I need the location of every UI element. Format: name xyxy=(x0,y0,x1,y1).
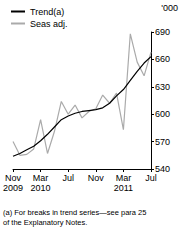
svg-text:Nov: Nov xyxy=(88,173,105,183)
svg-text:2011: 2011 xyxy=(114,183,133,193)
svg-text:2010: 2010 xyxy=(31,183,51,193)
svg-text:(a) For breaks in trend series: (a) For breaks in trend series—see para … xyxy=(3,208,146,217)
svg-text:660: 660 xyxy=(155,54,170,64)
svg-text:Trend(a): Trend(a) xyxy=(30,7,64,17)
svg-text:2009: 2009 xyxy=(3,183,23,193)
svg-text:of the Explanatory Notes.: of the Explanatory Notes. xyxy=(3,218,87,227)
svg-text:600: 600 xyxy=(155,109,170,119)
svg-text:Mar: Mar xyxy=(116,173,132,183)
svg-text:Mar: Mar xyxy=(33,173,49,183)
svg-text:Seas adj.: Seas adj. xyxy=(30,19,68,29)
svg-text:'000: '000 xyxy=(161,3,178,13)
svg-text:630: 630 xyxy=(155,82,170,92)
svg-text:570: 570 xyxy=(155,137,170,147)
svg-text:690: 690 xyxy=(155,27,170,37)
svg-text:Nov: Nov xyxy=(5,173,22,183)
svg-text:540: 540 xyxy=(155,164,170,174)
svg-text:Jul: Jul xyxy=(62,173,74,183)
svg-text:Jul: Jul xyxy=(145,173,157,183)
